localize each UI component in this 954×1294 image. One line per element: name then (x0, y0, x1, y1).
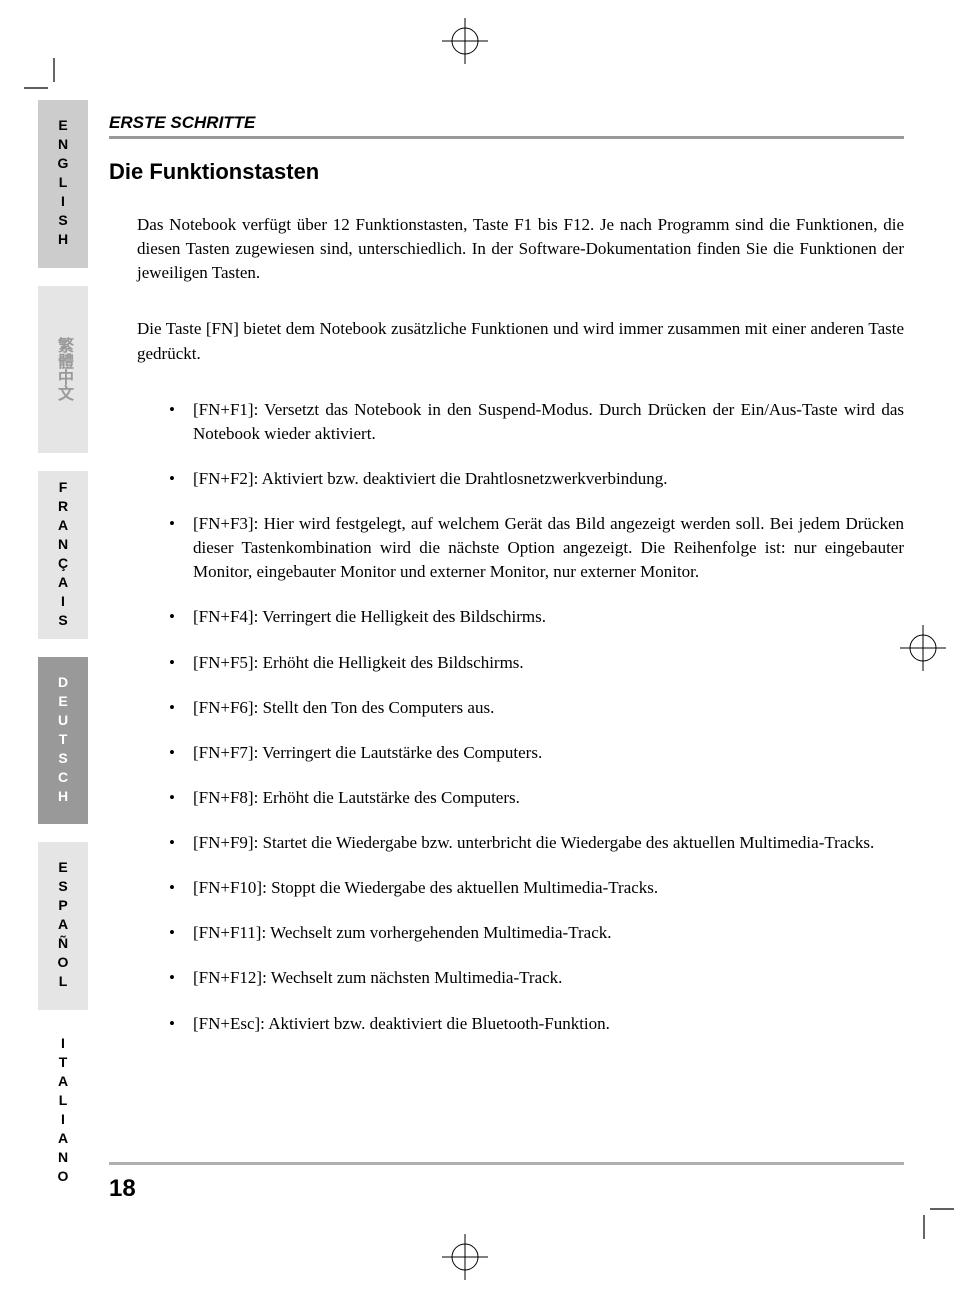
function-key-text: [FN+F9]: Startet die Wiedergabe bzw. unt… (193, 831, 904, 855)
intro-para-2: Die Taste [FN] bietet dem Notebook zusät… (137, 317, 904, 365)
function-key-item: •[FN+Esc]: Aktiviert bzw. deaktiviert di… (169, 1012, 904, 1036)
tab-english[interactable]: ENGLISH (38, 100, 88, 268)
bullet-icon: • (169, 831, 193, 855)
crop-mark-br (920, 1205, 954, 1239)
function-key-item: •[FN+F12]: Wechselt zum nächsten Multime… (169, 966, 904, 990)
function-key-item: •[FN+F11]: Wechselt zum vorhergehenden M… (169, 921, 904, 945)
function-key-text: [FN+F2]: Aktiviert bzw. deaktiviert die … (193, 467, 904, 491)
function-key-item: •[FN+F4]: Verringert die Helligkeit des … (169, 605, 904, 629)
function-key-text: [FN+F3]: Hier wird festgelegt, auf welch… (193, 512, 904, 584)
bullet-icon: • (169, 512, 193, 584)
registration-mark-top (442, 18, 488, 64)
function-key-text: [FN+F10]: Stoppt die Wiedergabe des aktu… (193, 876, 904, 900)
bullet-icon: • (169, 876, 193, 900)
function-key-item: •[FN+F2]: Aktiviert bzw. deaktiviert die… (169, 467, 904, 491)
bullet-icon: • (169, 398, 193, 446)
language-tabs: ENGLISH 繁體中文 FRANÇAIS DEUTSCH ESPAÑOL IT… (38, 100, 88, 1195)
bullet-icon: • (169, 1012, 193, 1036)
bullet-icon: • (169, 467, 193, 491)
bullet-icon: • (169, 966, 193, 990)
function-key-item: •[FN+F6]: Stellt den Ton des Computers a… (169, 696, 904, 720)
function-key-item: •[FN+F8]: Erhöht die Lautstärke des Comp… (169, 786, 904, 810)
function-key-text: [FN+F7]: Verringert die Lautstärke des C… (193, 741, 904, 765)
function-key-text: [FN+F11]: Wechselt zum vorhergehenden Mu… (193, 921, 904, 945)
function-key-text: [FN+Esc]: Aktiviert bzw. deaktiviert die… (193, 1012, 904, 1036)
bullet-icon: • (169, 921, 193, 945)
tab-deutsch[interactable]: DEUTSCH (38, 657, 88, 825)
function-key-text: [FN+F5]: Erhöht die Helligkeit des Bilds… (193, 651, 904, 675)
page-number: 18 (109, 1175, 136, 1203)
section-rule (109, 136, 904, 139)
function-key-item: •[FN+F10]: Stoppt die Wiedergabe des akt… (169, 876, 904, 900)
bullet-icon: • (169, 651, 193, 675)
function-key-text: [FN+F4]: Verringert die Helligkeit des B… (193, 605, 904, 629)
section-label: ERSTE SCHRITTE (109, 113, 904, 133)
tab-espanol[interactable]: ESPAÑOL (38, 842, 88, 1010)
tab-italiano[interactable]: ITALIANO (38, 1028, 88, 1196)
function-key-text: [FN+F8]: Erhöht die Lautstärke des Compu… (193, 786, 904, 810)
registration-mark-right (900, 625, 946, 671)
tab-francais[interactable]: FRANÇAIS (38, 471, 88, 639)
intro-para-1: Das Notebook verfügt über 12 Funktionsta… (137, 213, 904, 285)
bullet-icon: • (169, 786, 193, 810)
bullet-icon: • (169, 696, 193, 720)
function-key-item: •[FN+F3]: Hier wird festgelegt, auf welc… (169, 512, 904, 584)
function-key-text: [FN+F12]: Wechselt zum nächsten Multimed… (193, 966, 904, 990)
function-key-text: [FN+F6]: Stellt den Ton des Computers au… (193, 696, 904, 720)
function-key-list: •[FN+F1]: Versetzt das Notebook in den S… (169, 398, 904, 1036)
page-heading: Die Funktionstasten (109, 159, 904, 185)
bullet-icon: • (169, 605, 193, 629)
function-key-item: •[FN+F1]: Versetzt das Notebook in den S… (169, 398, 904, 446)
crop-mark-tl (24, 58, 58, 92)
function-key-item: •[FN+F9]: Startet die Wiedergabe bzw. un… (169, 831, 904, 855)
function-key-item: •[FN+F7]: Verringert die Lautstärke des … (169, 741, 904, 765)
page-content: ERSTE SCHRITTE Die Funktionstasten Das N… (109, 113, 904, 1057)
function-key-item: •[FN+F5]: Erhöht die Helligkeit des Bild… (169, 651, 904, 675)
bullet-icon: • (169, 741, 193, 765)
footer-rule (109, 1162, 904, 1165)
function-key-text: [FN+F1]: Versetzt das Notebook in den Su… (193, 398, 904, 446)
tab-chinese[interactable]: 繁體中文 (38, 286, 88, 454)
registration-mark-bottom (442, 1234, 488, 1280)
